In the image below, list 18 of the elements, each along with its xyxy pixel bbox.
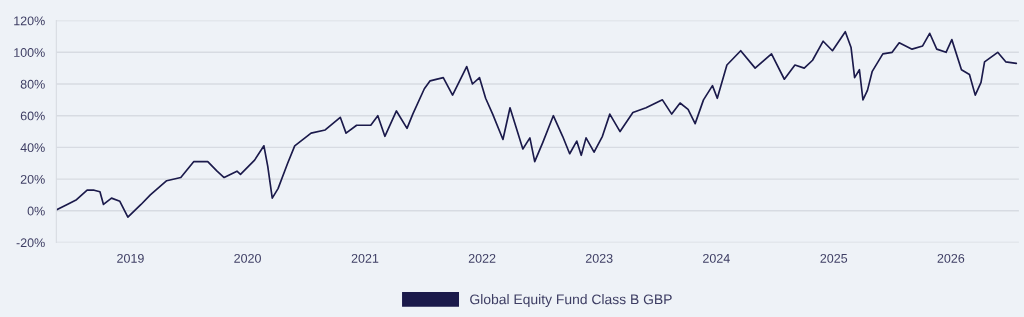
x-tick-label: 2019 (117, 253, 144, 263)
x-tick-label: 2023 (585, 253, 613, 263)
y-tick-label: 100% (14, 48, 45, 57)
line-series (56, 30, 1018, 218)
y-tick-label: 120% (14, 16, 45, 26)
y-tick-label: 60% (20, 111, 45, 121)
legend-label: Global Equity Fund Class B GBP (470, 294, 672, 307)
y-tick-label: 40% (20, 143, 45, 153)
x-tick-label: 2025 (820, 253, 848, 263)
x-tick-label: 2020 (234, 253, 261, 263)
y-tick-label: 80% (20, 79, 45, 89)
x-tick-label: 2026 (937, 253, 965, 263)
y-tick-label: 20% (20, 174, 45, 184)
x-tick-label: 2024 (703, 253, 730, 263)
x-tick-label: 2022 (468, 253, 496, 263)
x-tick-label: 2021 (351, 253, 379, 263)
y-tick-label: 0% (27, 206, 45, 216)
y-tick-label: -20% (16, 238, 45, 248)
